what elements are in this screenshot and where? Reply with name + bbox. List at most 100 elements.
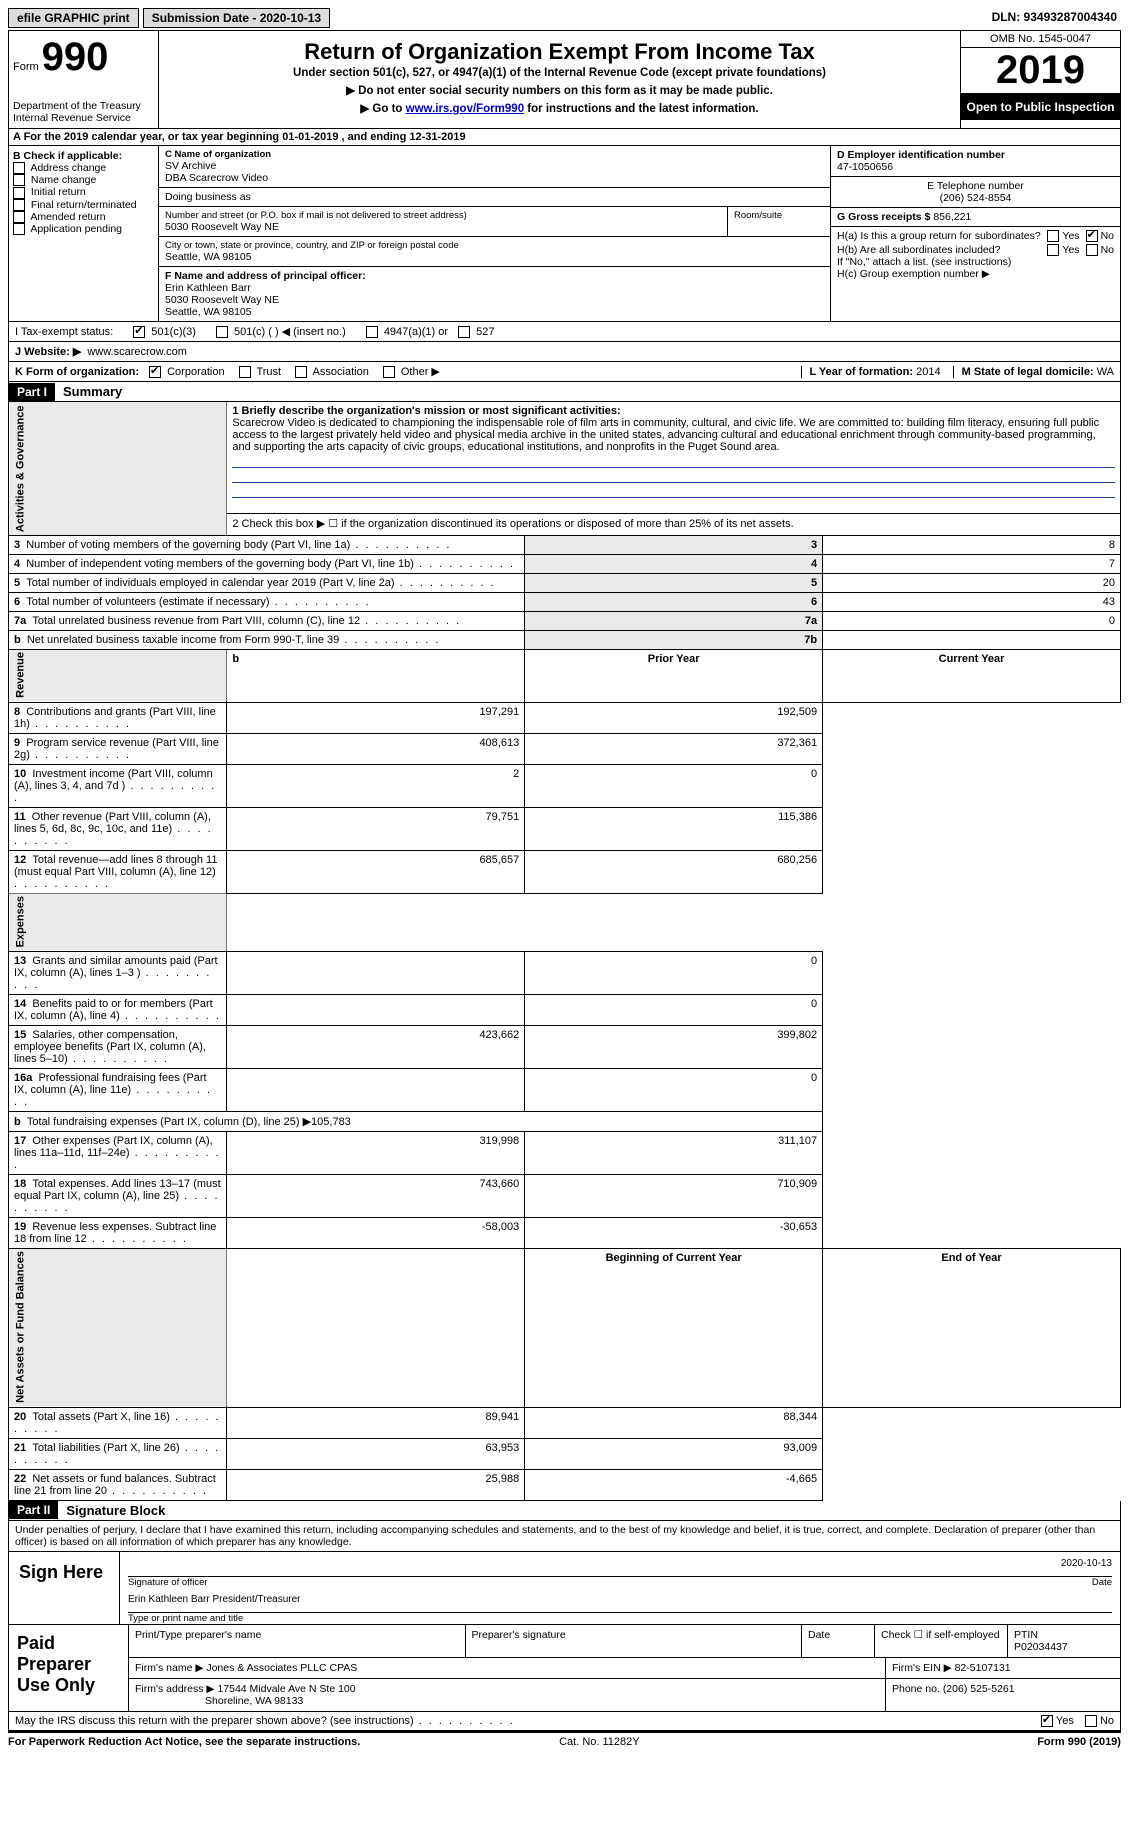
org-name: SV Archive — [165, 160, 824, 172]
preparer-sig-label: Preparer's signature — [466, 1625, 803, 1657]
firm-name: Jones & Associates PLLC CPAS — [206, 1662, 357, 1674]
firm-ein: 82-5107131 — [955, 1662, 1011, 1674]
summary-row: 21 Total liabilities (Part X, line 26)63… — [9, 1438, 1121, 1469]
officer-addr2: Seattle, WA 98105 — [165, 306, 824, 318]
firm-addr1: 17544 Midvale Ave N Ste 100 — [217, 1683, 355, 1695]
omb-number: OMB No. 1545-0047 — [961, 31, 1120, 48]
firm-phone: (206) 525-5261 — [943, 1683, 1015, 1695]
section-bcd: B Check if applicable: Address change Na… — [8, 146, 1121, 322]
officer-label: F Name and address of principal officer: — [165, 270, 824, 282]
rowk-checkbox[interactable] — [149, 366, 161, 378]
part1-header: Part I Summary — [8, 382, 1121, 402]
irs-link[interactable]: www.irs.gov/Form990 — [406, 103, 524, 115]
self-employed-label: Check ☐ if self-employed — [875, 1625, 1008, 1657]
street-address: 5030 Roosevelt Way NE — [165, 221, 721, 233]
gov-row: 3 Number of voting members of the govern… — [9, 535, 1121, 554]
print-name-label: Print/Type preparer's name — [129, 1625, 466, 1657]
rowk-checkbox[interactable] — [239, 366, 251, 378]
sign-here-label: Sign Here — [9, 1552, 120, 1624]
part1-title: Summary — [55, 382, 130, 401]
city-state-zip: Seattle, WA 98105 — [165, 251, 824, 263]
527-checkbox[interactable] — [458, 326, 470, 338]
paperwork-notice: For Paperwork Reduction Act Notice, see … — [8, 1736, 360, 1748]
summary-table: Activities & Governance 1 Briefly descri… — [8, 402, 1121, 1501]
501c3-checkbox[interactable] — [133, 326, 145, 338]
website-value: www.scarecrow.com — [87, 346, 187, 358]
declaration-text: Under penalties of perjury, I declare th… — [8, 1521, 1121, 1552]
colb-checkbox[interactable] — [13, 174, 25, 186]
top-bar: efile GRAPHIC print Submission Date - 20… — [8, 8, 1121, 28]
phone-label: E Telephone number — [837, 180, 1114, 192]
gov-row: 6 Total number of volunteers (estimate i… — [9, 592, 1121, 611]
discuss-yes-checkbox[interactable] — [1041, 1715, 1053, 1727]
summary-row: b Total fundraising expenses (Part IX, c… — [9, 1111, 1121, 1131]
ha-label: H(a) Is this a group return for subordin… — [837, 230, 1047, 242]
part2-header: Part II Signature Block — [8, 1501, 1121, 1521]
preparer-left-label: Paid Preparer Use Only — [9, 1625, 129, 1711]
firm-addr2: Shoreline, WA 98133 — [205, 1695, 303, 1707]
row-a-tax-year: A For the 2019 calendar year, or tax yea… — [8, 129, 1121, 146]
city-label: City or town, state or province, country… — [165, 240, 824, 251]
form-number: 990 — [42, 35, 109, 79]
hc-label: H(c) Group exemption number ▶ — [837, 268, 1114, 280]
colb-item: Amended return — [13, 211, 154, 223]
colb-item: Name change — [13, 174, 154, 186]
dept-label: Department of the Treasury Internal Reve… — [13, 100, 154, 124]
form-label: Form — [13, 61, 39, 73]
dln-label: DLN: 93493287004340 — [988, 8, 1121, 28]
ssn-note: ▶ Do not enter social security numbers o… — [165, 83, 954, 97]
summary-row: 17 Other expenses (Part IX, column (A), … — [9, 1131, 1121, 1174]
summary-row: 9 Program service revenue (Part VIII, li… — [9, 733, 1121, 764]
gross-label: G Gross receipts $ — [837, 211, 930, 223]
row-i-label: I Tax-exempt status: — [15, 326, 113, 338]
col-b: B Check if applicable: Address change Na… — [9, 146, 159, 321]
doing-business: Doing business as — [159, 188, 830, 207]
officer-name-title: Erin Kathleen Barr President/Treasurer — [128, 1594, 301, 1612]
summary-row: 19 Revenue less expenses. Subtract line … — [9, 1217, 1121, 1248]
colb-checkbox[interactable] — [13, 223, 25, 235]
addr-label: Number and street (or P.O. box if mail i… — [165, 210, 721, 221]
name-label: C Name of organization — [165, 149, 824, 160]
rowk-checkbox[interactable] — [383, 366, 395, 378]
colb-checkbox[interactable] — [13, 162, 25, 174]
preparer-date-label: Date — [802, 1625, 875, 1657]
efile-button[interactable]: efile GRAPHIC print — [8, 8, 139, 28]
colb-checkbox[interactable] — [13, 199, 25, 211]
submission-date-button[interactable]: Submission Date - 2020-10-13 — [143, 8, 330, 28]
4947-checkbox[interactable] — [366, 326, 378, 338]
form-footer: Form 990 (2019) — [1037, 1736, 1121, 1748]
col-c: C Name of organization SV Archive DBA Sc… — [159, 146, 830, 321]
sig-date: 2020-10-13 — [1061, 1558, 1112, 1576]
part2-label: Part II — [9, 1501, 58, 1519]
gov-row: 7a Total unrelated business revenue from… — [9, 611, 1121, 630]
colb-checkbox[interactable] — [13, 211, 25, 223]
hb-yes-checkbox[interactable] — [1047, 244, 1059, 256]
side-gov: Activities & Governance — [9, 402, 227, 535]
side-rev: Revenue — [9, 649, 227, 702]
discuss-row: May the IRS discuss this return with the… — [8, 1712, 1121, 1731]
colb-item: Address change — [13, 162, 154, 174]
open-to-public: Open to Public Inspection — [961, 94, 1120, 120]
line1-label: 1 Briefly describe the organization's mi… — [232, 405, 620, 417]
header-right: OMB No. 1545-0047 2019 Open to Public In… — [960, 31, 1120, 128]
gov-row: b Net unrelated business taxable income … — [9, 630, 1121, 649]
501c-checkbox[interactable] — [216, 326, 228, 338]
footer: For Paperwork Reduction Act Notice, see … — [8, 1731, 1121, 1751]
ha-yes-checkbox[interactable] — [1047, 230, 1059, 242]
ha-no-checkbox[interactable] — [1086, 230, 1098, 242]
hb-label: H(b) Are all subordinates included? — [837, 244, 1047, 256]
part2-title: Signature Block — [58, 1501, 173, 1520]
date-caption: Date — [1092, 1577, 1112, 1588]
discuss-no-checkbox[interactable] — [1085, 1715, 1097, 1727]
header-title-block: Return of Organization Exempt From Incom… — [159, 31, 960, 128]
summary-row: 22 Net assets or fund balances. Subtract… — [9, 1469, 1121, 1500]
tax-year: 2019 — [961, 48, 1120, 94]
colb-checkbox[interactable] — [13, 187, 25, 199]
form-header: Form 990 Department of the Treasury Inte… — [8, 30, 1121, 129]
rowk-checkbox[interactable] — [295, 366, 307, 378]
gov-row: 5 Total number of individuals employed i… — [9, 573, 1121, 592]
summary-row: 11 Other revenue (Part VIII, column (A),… — [9, 807, 1121, 850]
summary-row: 12 Total revenue—add lines 8 through 11 … — [9, 850, 1121, 893]
signature-block: Sign Here 2020-10-13 Signature of office… — [8, 1552, 1121, 1625]
hb-no-checkbox[interactable] — [1086, 244, 1098, 256]
